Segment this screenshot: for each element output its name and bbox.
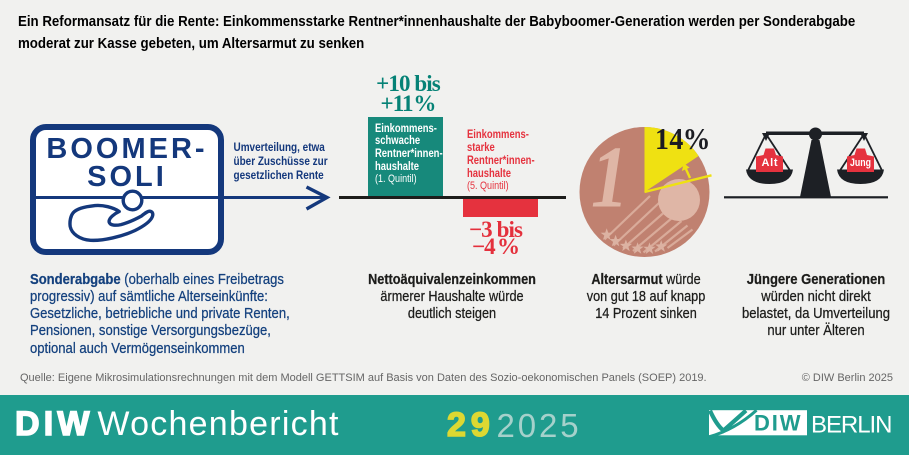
svg-text:DIW: DIW — [754, 411, 802, 436]
svg-text:Alt: Alt — [762, 157, 778, 169]
svg-text:Jung: Jung — [850, 157, 871, 169]
svg-text:1: 1 — [591, 128, 628, 226]
svg-text:BERLIN: BERLIN — [811, 412, 891, 439]
